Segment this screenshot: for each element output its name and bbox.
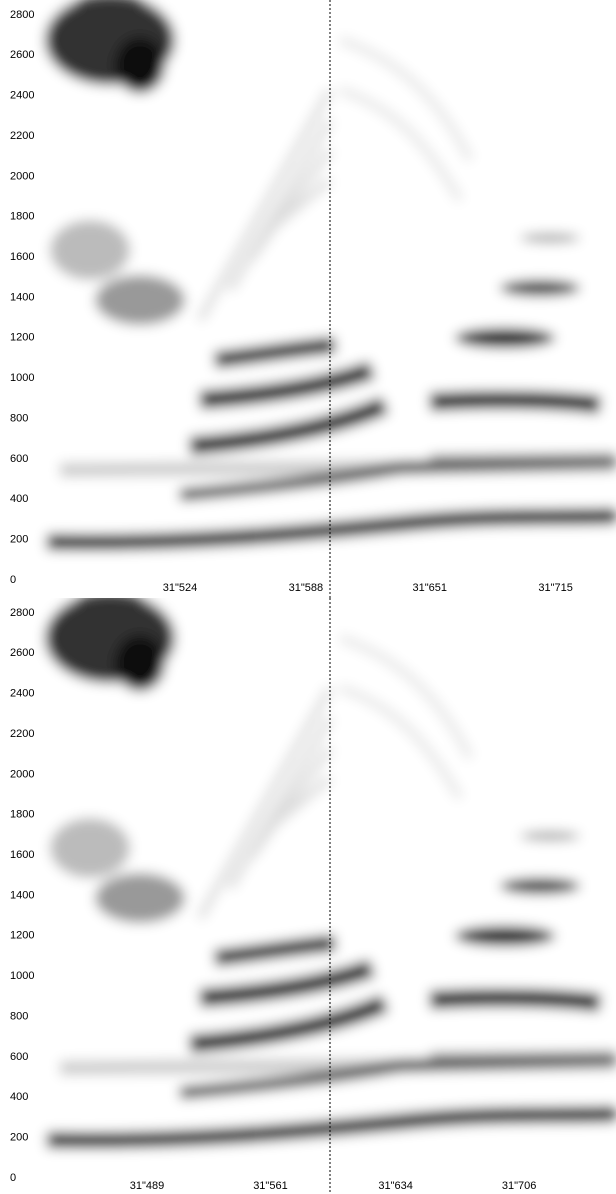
y-tick-label: 1200 bbox=[10, 930, 34, 942]
y-tick-label: 2200 bbox=[10, 130, 34, 142]
x-tick-label: 31"588 bbox=[289, 582, 324, 594]
y-tick-label: 2000 bbox=[10, 170, 34, 182]
y-tick-label: 2000 bbox=[10, 768, 34, 780]
x-tick-label: 31"651 bbox=[412, 582, 447, 594]
axis-strip bbox=[0, 1166, 616, 1194]
x-tick-label: 31"634 bbox=[378, 1180, 413, 1192]
y-tick-label: 200 bbox=[10, 534, 28, 546]
y-tick-label: 2400 bbox=[10, 90, 34, 102]
y-tick-label: 400 bbox=[10, 493, 28, 505]
y-tick-label: 1200 bbox=[10, 332, 34, 344]
x-tick-label: 31"489 bbox=[130, 1180, 165, 1192]
y-tick-label: 1600 bbox=[10, 849, 34, 861]
y-tick-label: 2600 bbox=[10, 49, 34, 61]
y-tick-label: 1000 bbox=[10, 372, 34, 384]
y-tick-label: 2800 bbox=[10, 607, 34, 619]
y-tick-label: 600 bbox=[10, 1051, 28, 1063]
y-tick-label: 2400 bbox=[10, 688, 34, 700]
y-tick-label: 600 bbox=[10, 453, 28, 465]
y-tick-label: 800 bbox=[10, 1010, 28, 1022]
y-tick-label: 400 bbox=[10, 1091, 28, 1103]
y-tick-label: 2200 bbox=[10, 728, 34, 740]
y-tick-label: 200 bbox=[10, 1132, 28, 1144]
x-tick-label: 31"706 bbox=[502, 1180, 537, 1192]
y-tick-label: 1400 bbox=[10, 291, 34, 303]
y-tick-label: 1000 bbox=[10, 970, 34, 982]
y-tick-label: 800 bbox=[10, 412, 28, 424]
spectrogram-image bbox=[0, 593, 616, 1188]
x-tick-label: 31"524 bbox=[163, 582, 198, 594]
spectrogram-image bbox=[0, 0, 616, 590]
axis-strip bbox=[0, 568, 616, 598]
y-tick-label: 1800 bbox=[10, 211, 34, 223]
y-tick-label: 1800 bbox=[10, 809, 34, 821]
y-tick-label: 1400 bbox=[10, 889, 34, 901]
y-tick-label: 0 bbox=[10, 574, 16, 586]
y-tick-label: 0 bbox=[10, 1172, 16, 1184]
y-tick-label: 2600 bbox=[10, 647, 34, 659]
x-tick-label: 31"715 bbox=[538, 582, 573, 594]
x-tick-label: 31"561 bbox=[253, 1180, 288, 1192]
y-tick-label: 2800 bbox=[10, 9, 34, 21]
y-tick-label: 1600 bbox=[10, 251, 34, 263]
